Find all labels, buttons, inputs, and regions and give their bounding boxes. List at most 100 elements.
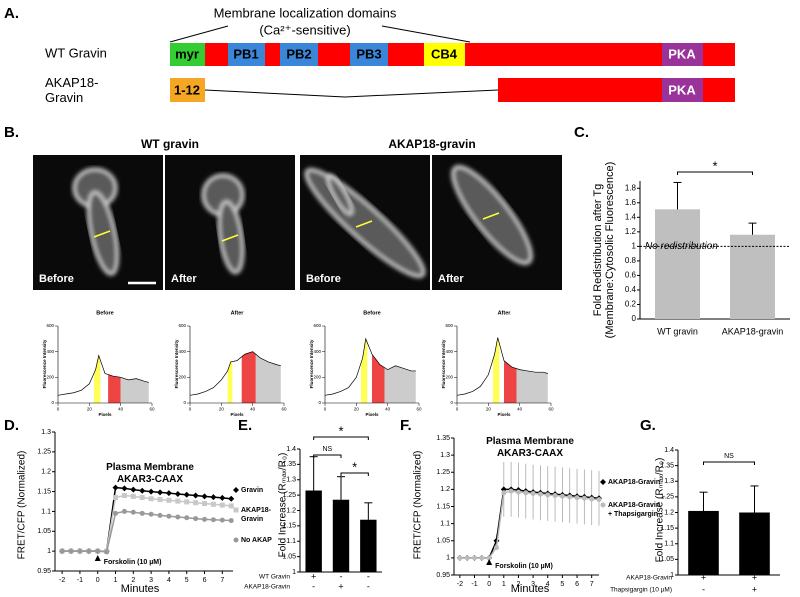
data-line: [456, 337, 548, 396]
y-tick-label: 1.05: [37, 528, 51, 535]
line-scan: [482, 212, 500, 220]
bar: [332, 499, 350, 572]
y-tick-label: 600: [313, 323, 321, 328]
highlight-band: [94, 355, 101, 403]
x-tick-label: 2: [131, 577, 135, 584]
y-tick-label: 1.1: [41, 508, 51, 515]
condition-sign: -: [702, 584, 705, 594]
x-tick-label: 60: [281, 407, 287, 412]
significance-label: *: [712, 158, 717, 173]
legend-label: Gravin: [241, 487, 263, 494]
data-line: [324, 337, 416, 396]
marker: [184, 515, 190, 521]
y-tick-label: 1.2: [625, 227, 637, 236]
x-tick-label: 40: [250, 407, 256, 412]
y-tick-label: 400: [46, 349, 54, 354]
marker: [175, 498, 181, 504]
group-title: WT gravin: [141, 137, 199, 151]
x-tick-label: AKAP18-gravin: [722, 326, 784, 336]
y-tick-label: 1.1: [440, 520, 450, 527]
marker: [228, 503, 234, 509]
annotation: Forskolin (10 µM): [104, 559, 162, 566]
image-label: Before: [39, 273, 74, 285]
significance-label: *: [338, 423, 343, 438]
y-axis-label: Fluorescence Intensity: [441, 339, 446, 388]
marker: [530, 490, 536, 496]
y-tick-label: 1.1: [286, 538, 296, 545]
y-tick-label: 1: [446, 555, 450, 562]
x-tick-label: 7: [590, 581, 594, 588]
y-tick-label: 1.35: [436, 435, 450, 442]
y-tick-label: 600: [178, 323, 186, 328]
y-tick-label: 0: [183, 400, 186, 405]
x-tick-label: 20: [486, 407, 492, 412]
marker: [130, 493, 136, 499]
marker: [192, 492, 199, 499]
domain-label: PB3: [356, 46, 381, 61]
condition-sign: -: [367, 571, 370, 581]
y-tick-label: 1.3: [440, 452, 450, 459]
marker: [166, 513, 172, 519]
panel-label: D.: [4, 417, 19, 434]
panel-label: B.: [4, 124, 19, 141]
marker: [59, 548, 65, 554]
y-tick-label: 1.2: [440, 486, 450, 493]
domain-label: PB2: [286, 46, 311, 61]
y-tick-label: 1.4: [664, 447, 674, 454]
marker: [121, 493, 127, 499]
y-axis-label: FRET/CFP (Normalized): [17, 451, 28, 560]
y-axis-label: FRET/CFP (Normalized): [413, 451, 424, 560]
marker: [157, 512, 163, 518]
marker: [113, 495, 119, 501]
marker: [193, 500, 199, 506]
marker: [165, 490, 172, 497]
domain-label: CB4: [431, 46, 458, 61]
data-line: [189, 351, 281, 396]
cell: [326, 174, 354, 216]
condition-sign: -: [312, 581, 315, 591]
condition-sign: -: [367, 581, 370, 591]
marker: [600, 479, 606, 485]
x-axis-label: Pixels: [98, 412, 112, 417]
y-axis-label: Fluorescence Intensity: [42, 339, 47, 388]
y-tick-label: 1.2: [286, 507, 296, 514]
condition-name: Thapsigargin (10 µM): [610, 587, 672, 594]
domain: [170, 78, 205, 102]
y-tick-label: 0: [450, 400, 453, 405]
y-tick-label: 1.2: [41, 469, 51, 476]
bracket-line: [169, 25, 229, 43]
y-tick-label: 1.15: [436, 503, 450, 510]
y-tick-label: 400: [445, 349, 453, 354]
marker: [95, 548, 101, 554]
x-tick-label: 20: [354, 407, 360, 412]
deletion-line: [204, 89, 499, 98]
bar: [360, 519, 377, 572]
highlight-band: [241, 351, 256, 403]
marker: [219, 494, 226, 501]
chart-title: Plasma Membrane AKAR3-CAAX: [486, 436, 574, 459]
annotation-arrow: [486, 559, 493, 565]
y-tick-label: 1.05: [436, 538, 450, 545]
marker: [545, 492, 551, 498]
y-tick-label: 1.05: [660, 556, 674, 563]
y-tick-label: 1.15: [282, 523, 296, 530]
x-tick-label: 4: [167, 577, 171, 584]
bar: [305, 490, 322, 572]
marker: [139, 510, 145, 516]
y-tick-label: 600: [46, 323, 54, 328]
domain: [662, 78, 703, 102]
data-line: [57, 354, 149, 396]
y-tick-label: 0: [632, 314, 637, 323]
y-tick-label: 1: [292, 569, 296, 576]
significance-bracket: [340, 472, 369, 476]
x-tick-label: 6: [203, 577, 207, 584]
group-title: AKAP18-gravin: [388, 137, 475, 151]
marker: [233, 507, 239, 513]
domain: [350, 43, 388, 66]
image-label: After: [171, 273, 197, 285]
construct-name: AKAP18-Gravin: [45, 75, 98, 105]
domain: [424, 43, 465, 66]
x-tick-label: 1: [502, 581, 506, 588]
y-tick-label: 1: [670, 572, 674, 579]
